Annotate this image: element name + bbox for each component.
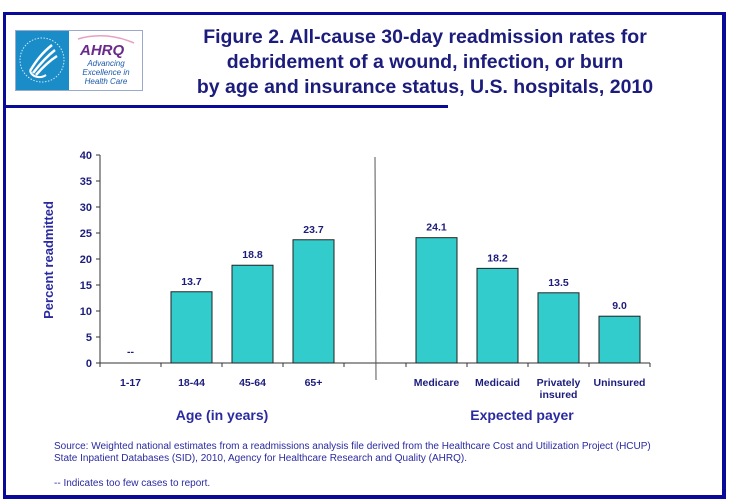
source-line: State Inpatient Databases (SID), 2010, A… xyxy=(54,453,467,464)
data-label: 13.5 xyxy=(548,277,569,289)
y-tick-label: 30 xyxy=(80,202,92,214)
data-label: 13.7 xyxy=(181,276,202,288)
logo-tagline-1: Advancing xyxy=(86,59,125,68)
source-note: Source: Weighted national estimates from… xyxy=(54,441,651,465)
x-tick-label: Medicare xyxy=(414,377,460,389)
x-tick-label: 45-64 xyxy=(239,377,266,389)
bar xyxy=(598,315,641,364)
data-label: 23.7 xyxy=(303,224,324,236)
data-label: 18.2 xyxy=(487,252,508,264)
title-line: by age and insurance status, U.S. hospit… xyxy=(196,76,654,98)
group-divider xyxy=(374,156,377,381)
header-divider xyxy=(5,105,448,108)
title-line: Figure 2. All-cause 30-day readmission r… xyxy=(203,26,647,48)
y-tick-label: 5 xyxy=(86,332,92,344)
bar xyxy=(415,237,458,364)
logo-tagline-2: Excellence in xyxy=(82,68,130,77)
ahrq-logo: AHRQ Advancing Excellence in Health Care xyxy=(15,30,143,91)
title-line: debridement of a wound, infection, or bu… xyxy=(226,51,624,73)
x-tick-label: 18-44 xyxy=(178,377,205,389)
hhs-eagle-icon xyxy=(16,31,69,90)
bar xyxy=(476,267,519,364)
page-title: Figure 2. All-cause 30-day readmission r… xyxy=(150,25,700,100)
y-tick-label: 15 xyxy=(80,280,92,292)
data-label: 9.0 xyxy=(612,300,627,312)
x-tick-label: 65+ xyxy=(305,377,323,389)
x-tick-label: Medicaid xyxy=(475,377,520,389)
data-label: 18.8 xyxy=(242,249,263,261)
x-tick-label: insured xyxy=(540,389,578,401)
x-tick-label: Privately xyxy=(537,377,581,389)
bar xyxy=(231,264,274,364)
bar xyxy=(292,239,335,364)
data-label: 24.1 xyxy=(426,222,447,234)
y-tick-label: 35 xyxy=(80,176,92,188)
x-tick-label: 1-17 xyxy=(120,377,141,389)
footnote: -- Indicates too few cases to report. xyxy=(54,478,211,489)
y-tick-label: 25 xyxy=(80,228,92,240)
source-line: Source: Weighted national estimates from… xyxy=(54,441,651,452)
data-label: -- xyxy=(127,346,134,358)
y-axis-label: Percent readmitted xyxy=(41,201,56,319)
bar xyxy=(537,292,580,364)
y-tick-label: 20 xyxy=(80,254,92,266)
y-tick-label: 40 xyxy=(80,150,92,162)
figure-frame xyxy=(3,12,726,499)
svg-text:AHRQ: AHRQ xyxy=(79,42,124,59)
x-axis-label-age: Age (in years) xyxy=(176,407,269,423)
y-tick-label: 10 xyxy=(80,306,92,318)
logo-tagline-3: Health Care xyxy=(85,77,128,86)
x-axis-label-payer: Expected payer xyxy=(470,407,574,423)
bar xyxy=(170,291,213,364)
x-tick-label: Uninsured xyxy=(594,377,646,389)
ahrq-wordmark: AHRQ Advancing Excellence in Health Care xyxy=(72,33,140,88)
y-tick-label: 0 xyxy=(86,358,92,370)
